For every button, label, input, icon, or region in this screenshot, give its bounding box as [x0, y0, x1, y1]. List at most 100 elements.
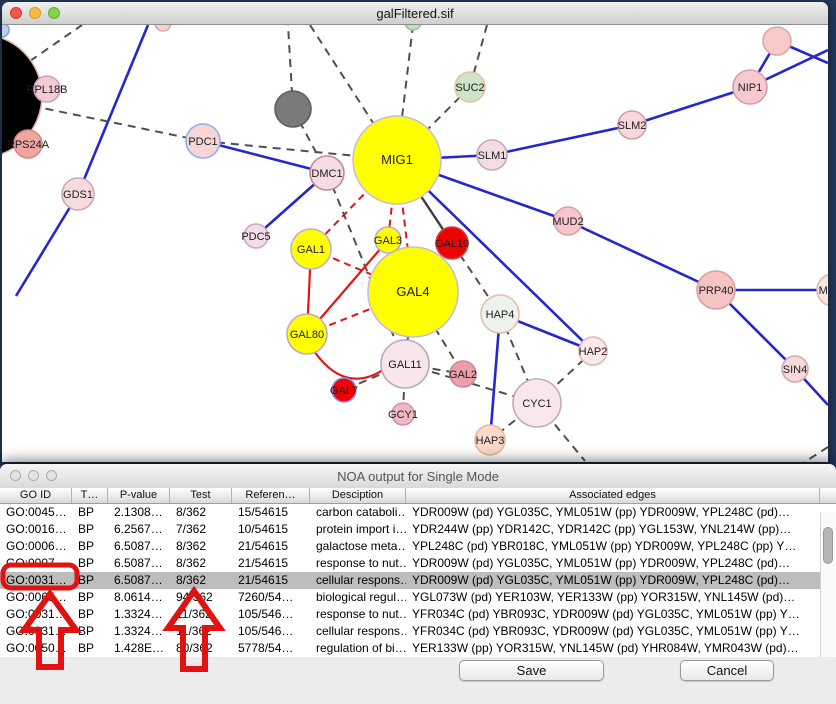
node-label: GAL1 [297, 244, 325, 256]
node-pdc5[interactable]: PDC5 [241, 223, 271, 249]
node-gal7[interactable]: GAL7 [330, 377, 358, 403]
node-slm1[interactable]: SLM1 [476, 139, 508, 171]
table-cell: BP [78, 522, 95, 536]
node-suc2[interactable]: SUC2 [454, 71, 486, 103]
zoom-button-icon[interactable] [46, 470, 57, 481]
node-sin4[interactable]: SIN4 [781, 355, 809, 383]
table-cell: BP [78, 539, 95, 553]
node-gal10[interactable]: GAL10 [435, 226, 469, 260]
table-cell: 10/54615 [238, 522, 289, 536]
node-label: DMC1 [311, 168, 342, 180]
table-cell: regulation of bi… [316, 641, 406, 655]
node-pdc1[interactable]: PDC1 [185, 123, 221, 159]
node-rps24a[interactable]: RPS24A [7, 129, 50, 159]
table-cell: BP [78, 556, 95, 570]
table-cell: 1.3324… [114, 607, 163, 621]
network-edge [14, 193, 80, 297]
save-button[interactable]: Save [459, 660, 604, 681]
network-edge [202, 139, 328, 175]
column-header[interactable]: P-value [108, 488, 170, 503]
column-header[interactable]: T… [72, 488, 108, 503]
node-gal80[interactable]: GAL80 [286, 313, 328, 355]
table-row[interactable]: GO:0031… BP 1.3324… 11/362 105/546… cellular … [0, 623, 820, 640]
table-row[interactable]: GO:0031… BP 1.3324… 11/362 105/546… response … [0, 606, 820, 623]
node-dmc1[interactable]: DMC1 [309, 155, 345, 191]
table-cell: 2.1308… [114, 505, 163, 519]
node-msl1[interactable]: MSL1 [816, 273, 828, 307]
network-edge [802, 446, 828, 462]
table-cell: YDR009W (pd) YGL035C, YML051W (pp) YDR00… [412, 556, 790, 570]
network-edge [343, 363, 406, 391]
table-cell: BP [78, 624, 95, 638]
node-label: SLM1 [478, 150, 507, 162]
network-edge [29, 25, 83, 62]
node-mig1[interactable]: MIG1 [352, 115, 442, 205]
node-label: MIG1 [381, 152, 413, 167]
table-cell: 8/362 [176, 556, 207, 570]
node-cyc1[interactable]: CYC1 [512, 378, 562, 428]
node-gal3[interactable]: GAL3 [374, 226, 402, 254]
table-cell: GO:0031… [6, 573, 67, 587]
table-cell: protein import i… [316, 522, 406, 536]
node-label: GAL4 [396, 284, 429, 299]
table-cell: 7/362 [176, 522, 207, 536]
table-cell: 5778/54… [238, 641, 294, 655]
node-gds1[interactable]: GDS1 [61, 177, 95, 211]
node-label: GAL11 [388, 359, 421, 371]
cancel-button[interactable]: Cancel [680, 660, 774, 681]
table-row[interactable]: GO:0050… BP 1.428E… 80/362 5778/54… regulatio… [0, 640, 820, 657]
node-gal1[interactable]: GAL1 [290, 228, 332, 270]
close-button-icon[interactable] [10, 7, 22, 19]
table-cell: GO:0045… [6, 505, 67, 519]
table-header-row: GO ID T… P-value Test Referen… Desciption Asso… [0, 488, 836, 504]
scrollbar-thumb[interactable] [823, 527, 833, 564]
node-gal11[interactable]: GAL11 [380, 339, 430, 389]
node-gcy1[interactable]: GCY1 [388, 402, 418, 426]
node-gal2[interactable]: GAL2 [449, 360, 477, 388]
node-nip1[interactable]: NIP1 [732, 69, 768, 105]
table-cell: 21/54615 [238, 556, 289, 570]
node-unlabeled[interactable] [274, 90, 312, 128]
close-button-icon[interactable] [10, 470, 21, 481]
table-row[interactable]: GO:0031… BP 6.5087… 8/362 21/54615 cellular r… [0, 572, 820, 589]
table-row[interactable]: GO:0016… BP 6.2567… 7/362 10/54615 protein im… [0, 521, 820, 538]
table-cell: 8/362 [176, 539, 207, 553]
node-hap4[interactable]: HAP4 [480, 294, 520, 334]
table-cell: 11/362 [176, 624, 212, 638]
table-cell: 1.3324… [114, 624, 163, 638]
table-cell: BP [78, 607, 95, 621]
node-unlabeled[interactable] [2, 25, 10, 38]
table-cell: 15/54615 [238, 505, 289, 519]
table-body: GO:0045… BP 2.1308… 8/362 15/54615 carbon cat… [0, 504, 820, 657]
table-row[interactable]: GO:0045… BP 2.1308… 8/362 15/54615 carbon cat… [0, 504, 820, 521]
node-gal4[interactable]: GAL4 [367, 246, 459, 338]
node-hap3[interactable]: HAP3 [474, 424, 506, 456]
table-cell: 6.5087… [114, 573, 163, 587]
node-unlabeled[interactable] [404, 25, 422, 31]
node-rpl18b[interactable]: RPL18B [27, 75, 68, 103]
table-cell: 94/362 [176, 590, 213, 604]
vertical-scrollbar[interactable] [820, 512, 835, 681]
node-unlabeled[interactable] [762, 26, 792, 56]
table-row[interactable]: GO:0065… BP 8.0614… 94/362 7260/54… biologica… [0, 589, 820, 606]
node-label: GAL3 [374, 235, 402, 247]
node-unlabeled[interactable] [154, 25, 172, 32]
node-mud2[interactable]: MUD2 [552, 206, 584, 236]
column-header[interactable]: Test [170, 488, 232, 503]
node-label: SIN4 [783, 364, 807, 376]
column-header[interactable]: GO ID [0, 488, 72, 503]
table-cell: 8/362 [176, 505, 207, 519]
minimize-button-icon[interactable] [28, 470, 39, 481]
zoom-button-icon[interactable] [48, 7, 60, 19]
table-row[interactable]: GO:0006… BP 6.5087… 8/362 21/54615 galactose … [0, 538, 820, 555]
node-prp40[interactable]: PRP40 [696, 270, 736, 310]
column-header[interactable]: Referen… [232, 488, 310, 503]
node-hap2[interactable]: HAP2 [578, 336, 608, 366]
network-canvas[interactable]: MIG1 GAL4 RPL18B RPS24A GDS1 PDC1 PDC5 SUC2 SLM1… [2, 25, 828, 462]
minimize-button-icon[interactable] [29, 7, 41, 19]
column-header[interactable]: Desciption [310, 488, 406, 503]
node-label: GCY1 [388, 409, 418, 421]
column-header[interactable]: Associated edges [406, 488, 820, 503]
node-slm2[interactable]: SLM2 [617, 110, 647, 140]
table-row[interactable]: GO:0007… BP 6.5087… 8/362 21/54615 response t… [0, 555, 820, 572]
